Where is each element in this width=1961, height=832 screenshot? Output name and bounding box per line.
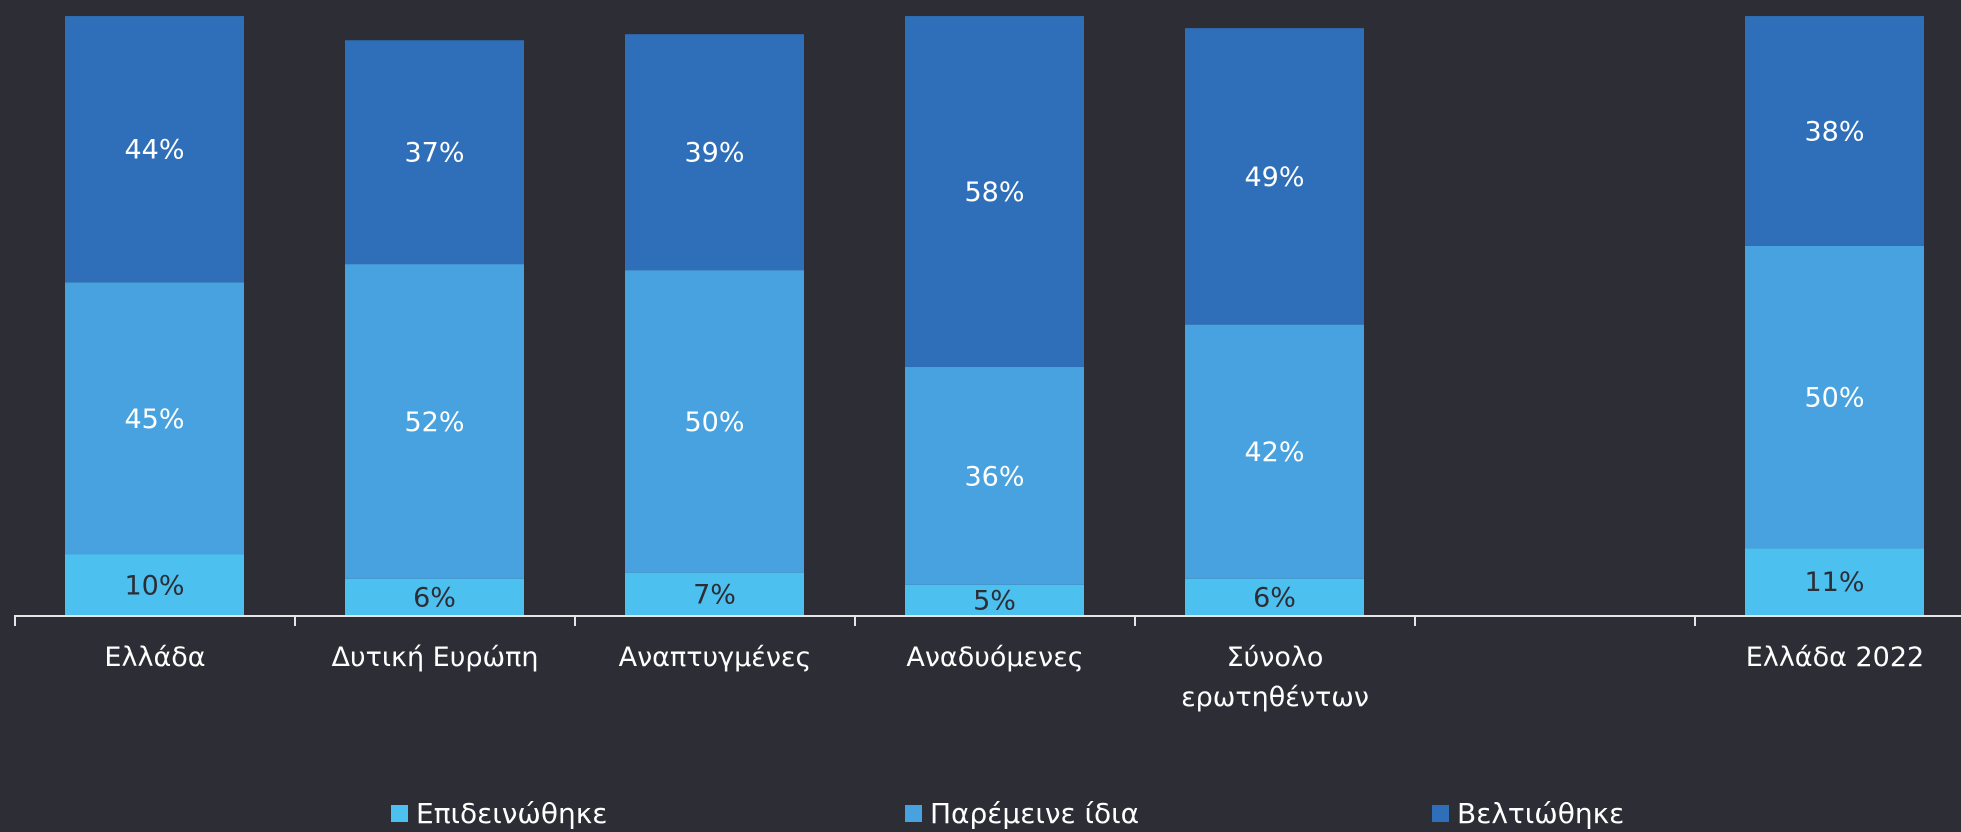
x-tick-label: Ελλάδα	[104, 642, 206, 673]
data-label: 49%	[1244, 162, 1304, 193]
legend-item: Επιδεινώθηκε	[391, 797, 607, 830]
bar-segment	[1185, 578, 1364, 615]
bar-segment	[905, 584, 1084, 615]
x-tick-label: Σύνολο ερωτηθέντων	[1181, 642, 1369, 713]
bar-segment	[345, 264, 524, 579]
legend-label: Παρέμεινε ίδια	[930, 797, 1140, 830]
legend-item: Παρέμεινε ίδια	[905, 797, 1139, 830]
data-label: 42%	[1244, 437, 1304, 468]
data-label: 6%	[413, 582, 456, 613]
data-label: 6%	[1253, 582, 1296, 613]
bar-segment	[1185, 28, 1364, 325]
bar-segment	[1745, 548, 1924, 615]
data-label: 5%	[973, 585, 1016, 616]
legend-swatch	[1432, 805, 1449, 822]
data-label: 52%	[404, 407, 464, 438]
data-label: 39%	[684, 138, 744, 169]
data-label: 58%	[964, 177, 1024, 208]
legend-item: Βελτιώθηκε	[1432, 797, 1624, 830]
legend-swatch	[905, 805, 922, 822]
legend-swatch	[391, 805, 408, 822]
data-label: 37%	[404, 138, 464, 169]
legend-label: Βελτιώθηκε	[1457, 797, 1625, 830]
bar-segment	[1745, 245, 1924, 549]
data-label: 36%	[964, 461, 1024, 492]
data-label: 44%	[124, 135, 184, 166]
data-label: 50%	[684, 407, 744, 438]
bar-segment	[65, 554, 244, 615]
bar-segment	[1745, 16, 1924, 246]
data-label: 7%	[693, 579, 736, 610]
bar-segment	[625, 572, 804, 615]
bar-segment	[345, 40, 524, 265]
bar-segment	[65, 16, 244, 283]
bar-segment	[625, 34, 804, 271]
bar-segment	[1185, 324, 1364, 579]
x-tick-label: Αναδυόμενες	[906, 642, 1084, 673]
bar-segment	[345, 578, 524, 615]
data-label: 50%	[1804, 383, 1864, 414]
x-tick-label: Αναπτυγμένες	[618, 642, 812, 673]
legend-label: Επιδεινώθηκε	[416, 797, 608, 830]
x-tick-label: Ελλάδα 2022	[1745, 642, 1925, 673]
data-label: 38%	[1804, 117, 1864, 148]
data-label: 45%	[124, 404, 184, 435]
data-label: 10%	[124, 570, 184, 601]
bar-segment	[625, 270, 804, 573]
bar-segment	[65, 282, 244, 555]
x-tick-label: Δυτική Ευρώπη	[331, 642, 539, 673]
bar-segment	[905, 366, 1084, 585]
bar-segment	[905, 16, 1084, 367]
data-label: 11%	[1804, 567, 1864, 598]
